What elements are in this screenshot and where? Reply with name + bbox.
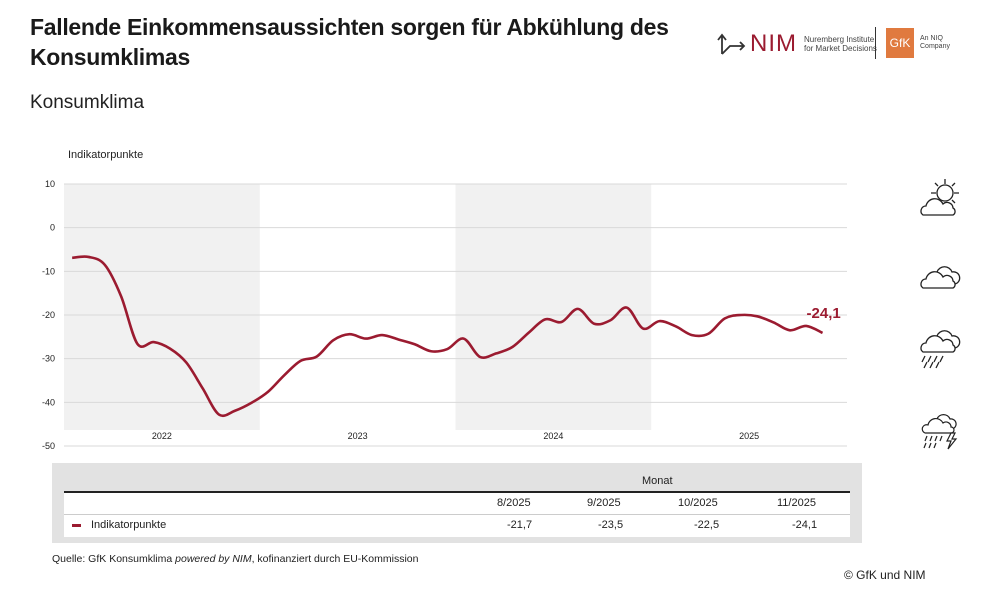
y-tick-label: 0 — [50, 223, 55, 233]
x-tick-label: 2025 — [739, 431, 759, 441]
gfk-logo: GfK — [886, 28, 914, 58]
nim-logo: NIM Nuremberg Institute for Market Decisi… — [716, 30, 877, 58]
table-cell: -24,1 — [792, 519, 818, 531]
y-tick-label: 10 — [45, 179, 55, 189]
y-axis-label: Indikatorpunkte — [68, 149, 144, 161]
y-tick-label: -20 — [42, 310, 55, 320]
table-cell: -21,7 — [507, 519, 533, 531]
table-cell: -23,5 — [598, 519, 624, 531]
data-table: Monat 8/2025 9/2025 10/2025 11/2025 Indi… — [52, 463, 862, 543]
rain-cloud-icon — [920, 330, 961, 369]
source-note: Quelle: GfK Konsumklima powered by NIM, … — [52, 553, 419, 565]
x-tick-label: 2022 — [152, 431, 172, 441]
gfk-line2: Company — [920, 43, 950, 50]
page-title: Fallende Einkommensaussichten sorgen für… — [30, 14, 669, 70]
logo-divider — [875, 27, 876, 59]
year-band — [455, 184, 652, 430]
nim-line2: for Market Decisions — [804, 44, 877, 53]
column-header: 9/2025 — [587, 497, 621, 509]
x-tick-label: 2023 — [348, 431, 368, 441]
table-cell: -22,5 — [694, 519, 720, 531]
copyright: © GfK und NIM — [844, 568, 926, 582]
table-group-header: Monat — [642, 475, 673, 487]
line-chart: 2022 2023 2024 2025 10 0 -10 -20 -30 -40 -50 -24,1 — [42, 179, 847, 451]
nim-wordmark: NIM — [750, 30, 797, 57]
legend-swatch — [72, 523, 81, 527]
y-tick-label: -50 — [42, 441, 55, 451]
column-header: 10/2025 — [678, 497, 718, 509]
chart-subtitle: Konsumklima — [30, 92, 145, 113]
row-label: Indikatorpunkte — [91, 519, 167, 531]
column-header: 11/2025 — [777, 497, 816, 509]
y-tick-label: -10 — [42, 266, 55, 276]
thunderstorm-icon — [921, 414, 958, 450]
sun-cloud-icon — [920, 179, 959, 216]
table-row: Indikatorpunkte — [72, 519, 166, 531]
column-header: 8/2025 — [497, 497, 531, 509]
gfk-line1: An NIQ — [920, 35, 943, 42]
nim-arrows-icon — [717, 33, 746, 55]
y-tick-label: -30 — [42, 354, 55, 364]
y-tick-label: -40 — [42, 397, 55, 407]
x-tick-label: 2024 — [543, 431, 563, 441]
year-band — [64, 184, 260, 430]
nim-line1: Nuremberg Institute — [804, 35, 875, 44]
source-suffix: , kofinanziert durch EU-Kommission — [251, 553, 419, 565]
source-italic: powered by NIM — [175, 553, 252, 565]
last-value-label: -24,1 — [807, 305, 841, 322]
cloud-icon — [920, 266, 961, 289]
source-prefix: Quelle: GfK Konsumklima — [52, 553, 176, 565]
